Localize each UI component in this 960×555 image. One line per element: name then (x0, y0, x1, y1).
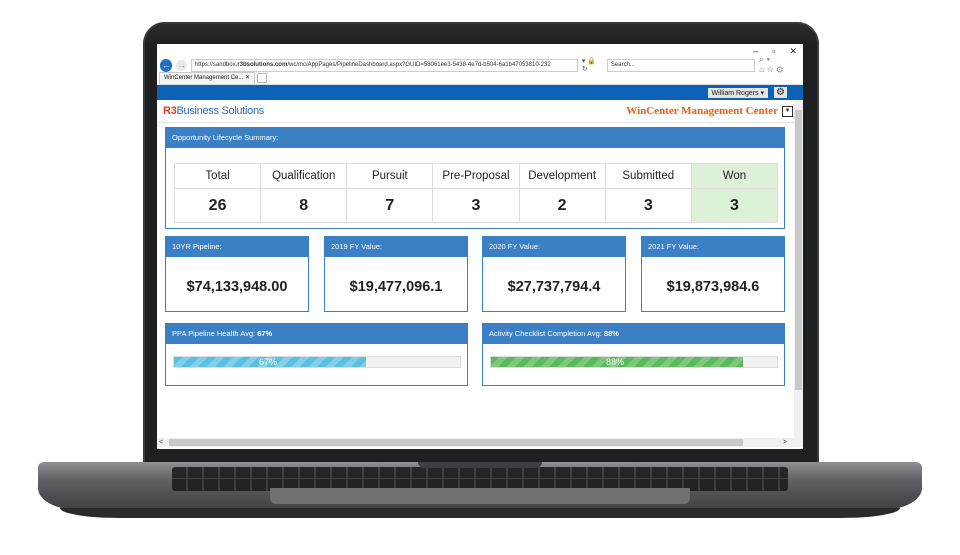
bezel (146, 24, 816, 44)
health-label: PPA Pipeline Health Avg: (172, 329, 258, 338)
health-value: 88% (603, 329, 619, 338)
stage-pre-proposal[interactable]: Pre-Proposal 3 (433, 164, 520, 222)
card-title: 2021 FY Value: (642, 237, 784, 257)
card-title: 2020 FY Value: (483, 237, 625, 257)
card-value: $27,737,794.4 (507, 279, 601, 295)
scroll-right-icon[interactable]: > (783, 439, 788, 446)
screen: – ▫ ✕ ← → https://sandbox.r3bsolutions.c… (157, 44, 803, 449)
address-bar[interactable]: https://sandbox.r3bsolutions.com/wc/mc/A… (190, 58, 578, 72)
stage-count: 8 (299, 197, 309, 214)
new-tab-button[interactable] (257, 73, 268, 83)
card-title: 10YR Pipeline: (166, 237, 308, 257)
stage-count: 7 (385, 197, 395, 214)
chevron-down-icon[interactable]: ▼ (782, 105, 793, 117)
user-name: William Rogers (711, 89, 759, 97)
health-label: Activity Checklist Completion Avg: (489, 329, 604, 338)
lifecycle-summary-panel: Opportunity Lifecycle Summary: Total 26 Q… (165, 127, 785, 229)
stage-label: Submitted (605, 164, 691, 189)
card-value: $19,477,096.1 (349, 279, 443, 295)
stage-label: Qualification (261, 164, 347, 189)
scroll-left-icon[interactable]: < (159, 439, 164, 446)
forward-button[interactable]: → (176, 59, 187, 71)
card-value: $19,873,984.6 (666, 279, 760, 295)
stage-total[interactable]: Total 26 (175, 164, 262, 222)
progress-label: 88% (606, 357, 625, 367)
base-edge (60, 508, 900, 518)
url-domain: r3bsolutions.com (237, 61, 288, 68)
scroll-thumb[interactable] (169, 439, 743, 446)
stage-qualification[interactable]: Qualification 8 (261, 164, 348, 222)
progress-fill (174, 357, 366, 367)
panel-title: Opportunity Lifecycle Summary: (166, 128, 784, 148)
stage-label: Pursuit (347, 164, 433, 189)
trackpad (270, 488, 690, 504)
checklist-completion-panel: Activity Checklist Completion Avg: 88% 8… (482, 323, 785, 386)
pipeline-health-panel: PPA Pipeline Health Avg: 67% 67% (165, 323, 468, 386)
fy2019-value-card: 2019 FY Value: $19,477,096.1 (324, 236, 468, 312)
logo-text: Business Solutions (176, 105, 265, 117)
stage-count: 26 (208, 197, 227, 214)
app-title-text: WinCenter Management Center (626, 105, 778, 117)
progress-fill (491, 357, 743, 367)
minimize-button[interactable]: – (753, 46, 759, 56)
stage-development[interactable]: Development 2 (519, 164, 606, 222)
progress-label: 67% (259, 357, 278, 367)
browser-tab[interactable]: WinCenter Management Ce... ✕ (159, 72, 256, 84)
keyboard-row-divider (172, 478, 788, 479)
stage-label: Total (175, 164, 261, 189)
progress-bar: 67% (173, 356, 461, 368)
health-value: 67% (257, 329, 273, 338)
horizontal-scrollbar[interactable] (157, 438, 794, 447)
keyboard (172, 467, 788, 491)
url-prefix: https://sandbox. (194, 61, 238, 68)
card-value: $74,133,948.00 (186, 279, 288, 295)
brand-bar: R3Business Solutions WinCenter Managemen… (157, 100, 803, 123)
stage-count: 3 (729, 197, 739, 214)
stage-label: Won (691, 164, 777, 189)
close-button[interactable]: ✕ (789, 45, 797, 56)
stage-label: Pre-Proposal (433, 164, 519, 189)
app-topbar: William Rogers ▾ ⚙ (157, 85, 803, 100)
lock-refresh-icon[interactable]: ▾ 🔒 ↻ (581, 58, 597, 73)
fy2020-value-card: 2020 FY Value: $27,737,794.4 (482, 236, 626, 312)
search-input[interactable]: Search... (606, 58, 756, 72)
tab-strip: WinCenter Management Ce... ✕ (157, 72, 803, 85)
company-logo: R3Business Solutions (163, 105, 264, 117)
stage-count: 3 (643, 197, 653, 214)
user-menu[interactable]: William Rogers ▾ (707, 87, 769, 98)
maximize-button[interactable]: ▫ (772, 46, 776, 56)
back-button[interactable]: ← (160, 58, 173, 72)
lid-notch (418, 462, 542, 468)
panel-title: Activity Checklist Completion Avg: 88% (483, 324, 784, 344)
window-titlebar: – ▫ ✕ (157, 44, 803, 58)
address-row: ← → https://sandbox.r3bsolutions.com/wc/… (157, 55, 803, 74)
progress-bar: 88% (490, 356, 778, 368)
toolbar-icons[interactable]: ⌕▾ ⌂☆⚙ (759, 55, 787, 74)
pipeline-value-card: 10YR Pipeline: $74,133,948.00 (165, 236, 309, 312)
card-title: 2019 FY Value: (325, 237, 467, 257)
tab-title: WinCenter Management Ce... (164, 75, 244, 81)
logo-r3: R3 (163, 105, 177, 117)
stage-count: 2 (557, 197, 567, 214)
stage-won[interactable]: Won 3 (691, 164, 777, 222)
gear-icon[interactable]: ⚙ (774, 87, 787, 98)
panel-title: PPA Pipeline Health Avg: 67% (166, 324, 467, 344)
scroll-thumb[interactable] (795, 110, 802, 390)
stage-pursuit[interactable]: Pursuit 7 (347, 164, 434, 222)
stage-table: Total 26 Qualification 8 Pursuit 7 Pre-Prop… (174, 163, 778, 223)
fy2021-value-card: 2021 FY Value: $19,873,984.6 (641, 236, 785, 312)
app-title: WinCenter Management Center ▼ (626, 105, 793, 117)
stage-label: Development (519, 164, 605, 189)
dashboard: Opportunity Lifecycle Summary: Total 26 Q… (157, 123, 803, 420)
vertical-scrollbar[interactable] (794, 100, 803, 447)
url-path: /wc/mc/AppPages/PipelineDashboard.aspx?G… (287, 61, 551, 68)
stage-count: 3 (471, 197, 481, 214)
stage-submitted[interactable]: Submitted 3 (605, 164, 692, 222)
